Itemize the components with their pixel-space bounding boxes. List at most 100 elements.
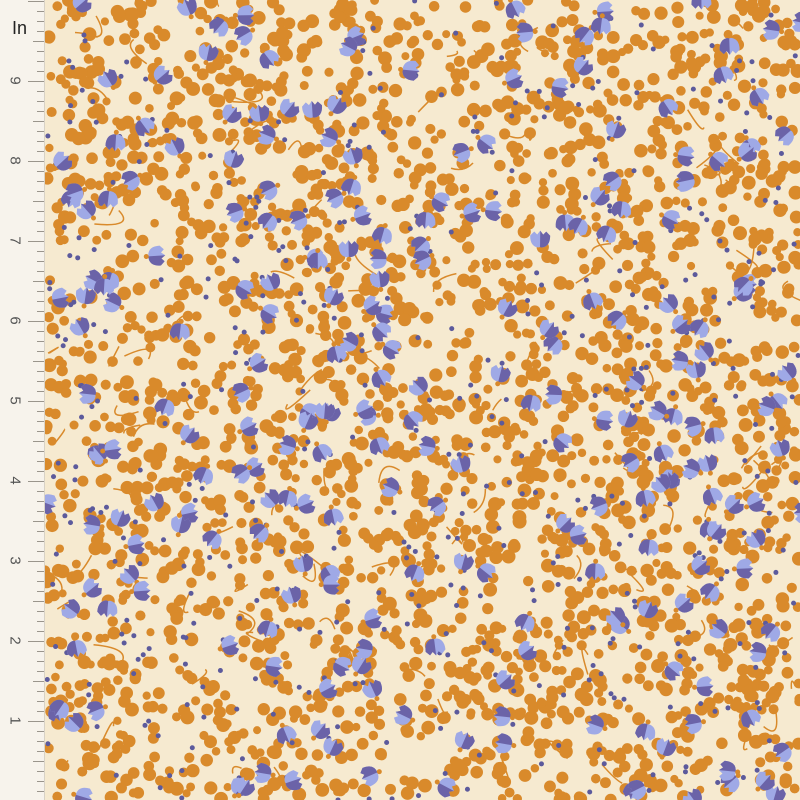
purple-dot	[90, 99, 96, 105]
orange-berry	[82, 27, 97, 42]
ruler-tick	[33, 601, 44, 602]
purple-dot	[47, 286, 53, 292]
orange-berry	[568, 0, 580, 12]
orange-berry	[270, 413, 280, 422]
orange-berry	[654, 6, 668, 20]
purple-dot	[561, 330, 567, 336]
blue-flower	[81, 578, 102, 598]
orange-berry	[222, 53, 233, 65]
blue-flower	[567, 214, 588, 236]
purple-dot	[118, 73, 124, 79]
orange-berry	[312, 36, 323, 48]
orange-berry	[512, 794, 522, 800]
purple-dot	[137, 467, 143, 473]
blue-flower	[700, 581, 720, 602]
purple-dot	[582, 195, 588, 201]
orange-berry	[611, 363, 624, 376]
blue-flower	[555, 513, 575, 534]
blue-flower	[71, 0, 92, 13]
orange-berry	[777, 160, 790, 174]
orange-berry	[747, 398, 760, 411]
orange-berry	[317, 209, 326, 219]
blue-flower	[338, 36, 361, 57]
purple-dot	[610, 636, 616, 642]
orange-berry	[302, 617, 315, 630]
blue-flower	[453, 552, 475, 575]
orange-berry	[387, 555, 400, 568]
orange-berry	[196, 68, 209, 81]
orange-berry	[377, 750, 387, 761]
purple-dot	[717, 538, 723, 544]
orange-berry	[533, 649, 548, 663]
orange-berry	[470, 765, 483, 779]
orange-berry	[104, 770, 117, 783]
orange-berry	[513, 455, 524, 466]
blue-flower	[193, 463, 213, 486]
purple-dot	[376, 590, 382, 596]
orange-berry	[55, 778, 68, 790]
orange-berry	[267, 240, 278, 251]
orange-berry	[196, 436, 210, 450]
blue-flower	[627, 780, 650, 800]
purple-dot	[60, 343, 66, 349]
purple-dot	[366, 796, 372, 800]
orange-berry	[589, 757, 599, 767]
orange-berry	[521, 104, 532, 115]
orange-berry	[756, 103, 767, 114]
purple-dot	[481, 640, 487, 646]
purple-dot	[670, 390, 676, 396]
orange-berry	[545, 23, 560, 38]
blue-flower	[591, 410, 614, 431]
purple-dot	[485, 357, 491, 363]
orange-berry	[340, 720, 354, 734]
orange-berry	[203, 198, 214, 210]
purple-dot	[362, 382, 368, 388]
blue-flower	[638, 534, 659, 557]
orange-berry	[505, 18, 519, 32]
orange-berry	[512, 633, 522, 643]
ruler-tick	[37, 491, 44, 492]
blue-flower	[459, 202, 482, 223]
orange-berry	[550, 52, 559, 61]
orange-berry	[391, 115, 403, 128]
blue-flower	[565, 524, 588, 545]
vine-stem	[129, 38, 148, 65]
purple-dot	[454, 535, 460, 541]
orange-berry	[700, 86, 713, 98]
orange-berry	[641, 258, 651, 268]
orange-berry	[734, 441, 749, 456]
purple-dot	[445, 534, 451, 540]
orange-berry	[548, 168, 557, 178]
orange-berry	[751, 267, 763, 279]
orange-berry	[204, 0, 218, 9]
purple-dot	[509, 113, 515, 119]
purple-dot	[61, 224, 67, 230]
blue-flower	[480, 201, 503, 222]
purple-dot	[624, 387, 630, 393]
orange-berry	[278, 363, 292, 377]
orange-berry	[642, 680, 654, 692]
orange-berry	[140, 481, 154, 495]
orange-berry	[127, 463, 138, 475]
orange-berry	[503, 280, 516, 293]
orange-berry	[407, 525, 422, 540]
blue-flower	[260, 489, 280, 510]
orange-berry	[716, 737, 728, 750]
orange-berry	[622, 673, 633, 684]
orange-berry	[713, 567, 725, 579]
purple-dot	[733, 393, 739, 399]
purple-dot	[511, 688, 517, 694]
purple-dot	[75, 255, 81, 261]
orange-berry	[332, 705, 345, 718]
purple-dot	[555, 582, 561, 588]
blue-flower	[97, 68, 118, 90]
purple-dot	[416, 793, 422, 799]
orange-berry	[337, 316, 352, 330]
blue-flower	[280, 585, 301, 608]
ruler-tick	[37, 571, 44, 572]
orange-berry	[726, 682, 737, 693]
orange-berry	[439, 390, 451, 402]
orange-berry	[216, 718, 231, 732]
orange-berry	[239, 767, 253, 781]
blue-flower	[66, 635, 87, 658]
